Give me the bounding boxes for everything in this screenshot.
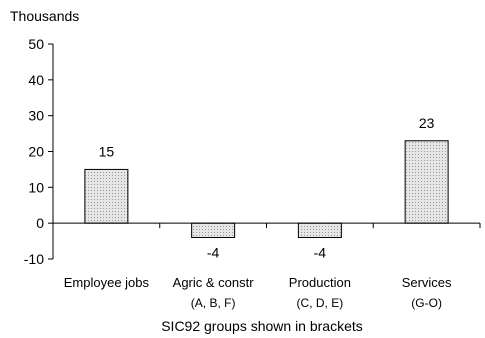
category-code-label: (A, B, F)	[191, 296, 236, 310]
category-label: Employee jobs	[64, 275, 150, 290]
bar	[84, 168, 129, 224]
x-axis-title: SIC92 groups shown in brackets	[161, 318, 363, 334]
data-label: 23	[419, 115, 435, 131]
y-tick-label: 30	[28, 108, 44, 124]
category-label: Production	[289, 275, 351, 290]
category-label: Services	[402, 275, 452, 290]
data-label: -4	[314, 245, 327, 261]
data-labels: 15 -4 -4 23	[99, 115, 435, 261]
axes	[52, 44, 481, 259]
y-tick-label: 50	[28, 36, 44, 52]
bar	[191, 222, 236, 239]
bar	[404, 140, 449, 224]
category-code-label: (G-O)	[411, 296, 442, 310]
category-labels: Employee jobs Agric & constr (A, B, F) Prod…	[64, 275, 452, 310]
y-tick-label: 10	[28, 179, 44, 195]
data-label: 15	[99, 143, 115, 159]
y-tick-label: 0	[36, 215, 44, 231]
bar	[297, 222, 342, 239]
y-tick-label: 20	[28, 144, 44, 160]
category-label: Agric & constr	[173, 275, 255, 290]
y-axis-ticks: 50 40 30 20 10 0 -10	[24, 36, 53, 267]
category-code-label: (C, D, E)	[297, 296, 344, 310]
y-tick-label: 40	[28, 72, 44, 88]
unit-label: Thousands	[10, 8, 79, 24]
data-label: -4	[207, 245, 220, 261]
y-tick-label: -10	[24, 251, 44, 267]
